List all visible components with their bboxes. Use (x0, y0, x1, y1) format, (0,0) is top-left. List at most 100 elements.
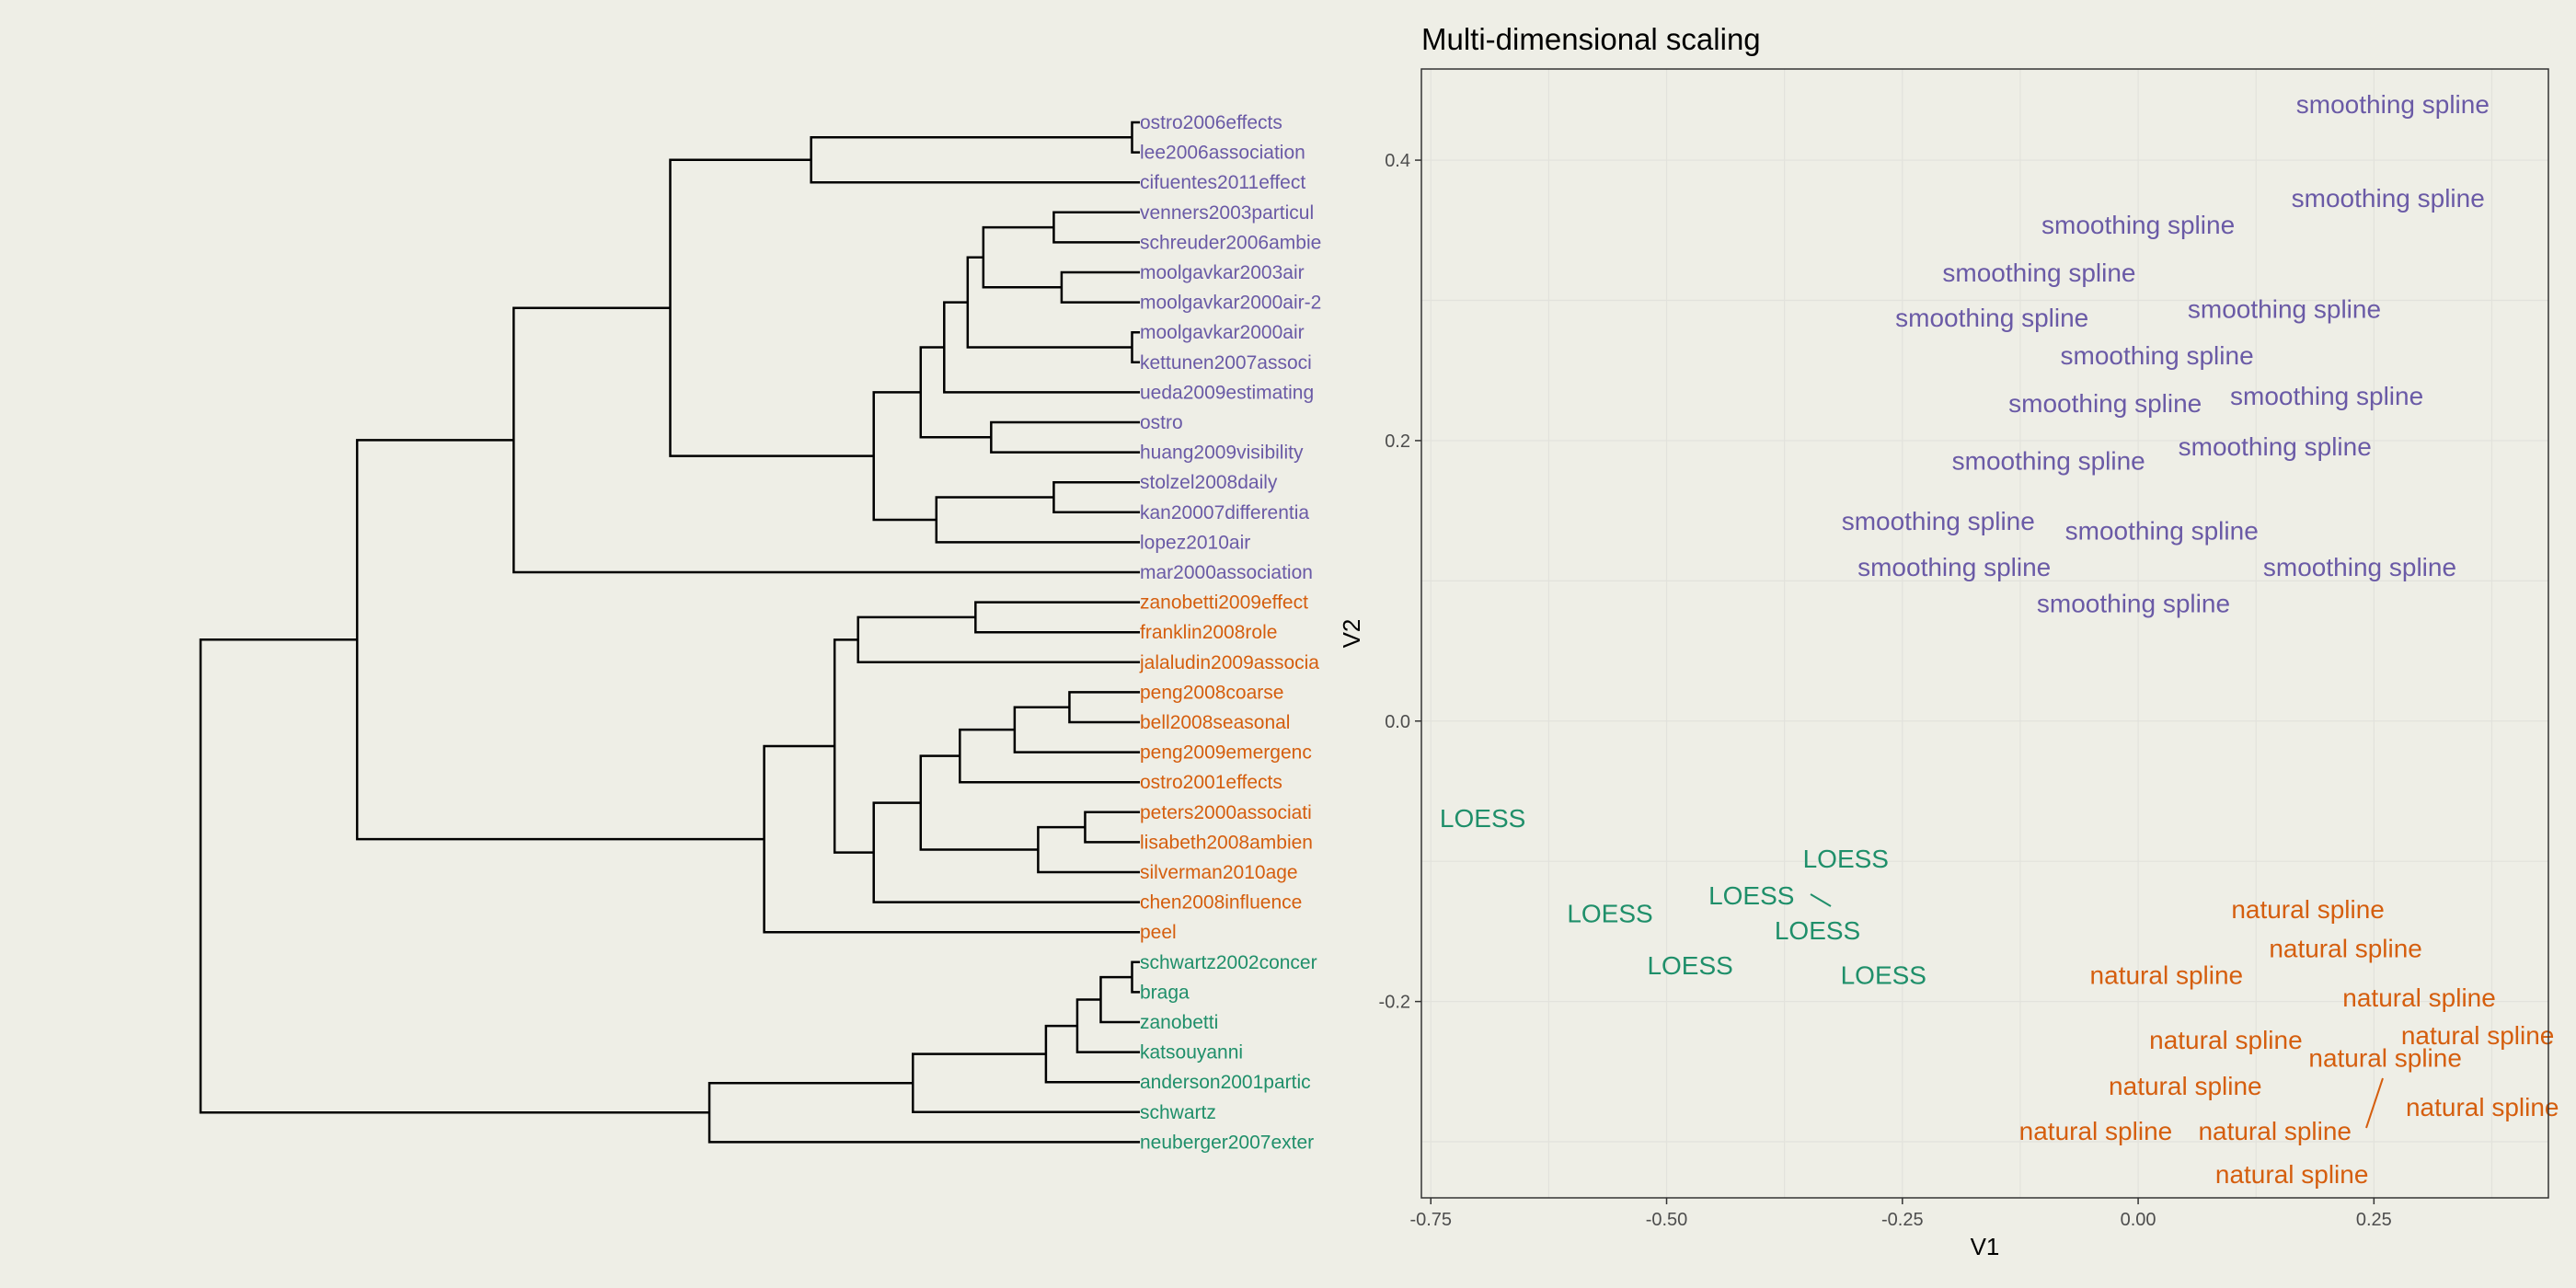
label-leader-line (2365, 1077, 2384, 1129)
dendrogram-leaf-label: lopez2010air (1140, 532, 1250, 553)
dendrogram-leaf-label: kettunen2007associ (1140, 352, 1312, 374)
dendrogram: ostro2006effects lee2006association cifuen… (199, 112, 1321, 1153)
point-label: natural spline (2231, 895, 2385, 924)
x-tick-label: -0.25 (1881, 1210, 1924, 1230)
dendrogram-leaf-label: neuberger2007exter (1140, 1132, 1314, 1153)
dendrogram-leaf-label: moolgavkar2000air-2 (1140, 293, 1321, 314)
point-label: smoothing spline (2296, 90, 2490, 119)
dendrogram-branch (959, 728, 1140, 784)
dendrogram-leaf-label: huang2009visibility (1140, 443, 1304, 464)
y-tick-label: 0.2 (1385, 431, 1410, 452)
dendrogram-leaf-label: schwartz2002concer (1140, 952, 1317, 973)
point-label: smoothing spline (1842, 507, 2035, 535)
y-tick-label: -0.2 (1379, 993, 1410, 1013)
dendrogram-leaf-label: cifuentes2011effect (1140, 172, 1305, 193)
dendrogram-branch (707, 1081, 1140, 1144)
dendrogram-branch (199, 638, 710, 1114)
dendrogram-leaf-label: ostro (1140, 412, 1183, 433)
point-label: smoothing spline (2041, 211, 2235, 239)
panel-border (1420, 68, 2549, 1199)
dendrogram-branch (919, 346, 992, 439)
dendrogram-leaf-label: peters2000associati (1140, 802, 1312, 823)
dendrogram-leaf-label: schreuder2006ambie (1140, 232, 1321, 253)
dendrogram-branch (1068, 691, 1140, 724)
point-label: natural spline (2019, 1117, 2173, 1145)
dendrogram-leaf-label: peng2009emergenc (1140, 742, 1312, 764)
point-label: LOESS (1440, 804, 1525, 833)
point-label: natural spline (2308, 1044, 2462, 1073)
dendrogram-leaf-label: jalaludin2009associa (1139, 652, 1319, 673)
grid (1421, 69, 2548, 1198)
dendrogram-leaf-label: chen2008influence (1140, 892, 1302, 914)
point-label: natural spline (2198, 1117, 2352, 1145)
chart-title: Multi-dimensional scaling (1421, 22, 1761, 56)
point-label: smoothing spline (2008, 389, 2202, 418)
dendrogram-leaf-label: zanobetti2009effect (1140, 592, 1308, 614)
y-tick-label: 0.0 (1385, 712, 1410, 732)
point-label: smoothing spline (2061, 341, 2254, 370)
dendrogram-branch (872, 391, 937, 522)
y-axis-label: V2 (1338, 619, 1365, 649)
point-label: natural spline (2090, 961, 2244, 990)
dendrogram-leaf-label: katsouyanni (1140, 1042, 1243, 1064)
dendrogram-branch (1060, 270, 1140, 304)
dendrogram-leaf-label: lisabeth2008ambien (1140, 832, 1313, 853)
dendrogram-leaf-label: kan20007differentia (1140, 502, 1309, 523)
point-label: smoothing spline (1895, 304, 2088, 332)
dendrogram-leaf-label: mar2000association (1140, 562, 1313, 583)
dendrogram-leaf-label: stolzel2008daily (1140, 472, 1278, 493)
dendrogram-branch (966, 256, 1133, 349)
point-label: natural spline (2269, 935, 2422, 963)
point-label: smoothing spline (2230, 382, 2423, 410)
point-label: smoothing spline (1857, 553, 2051, 581)
point-label: LOESS (1647, 951, 1732, 980)
dendrogram-leaf-label: lee2006association (1140, 143, 1305, 164)
point-label: natural spline (2149, 1026, 2303, 1054)
dendrogram-branch (1013, 706, 1140, 753)
axis-ticks: -0.75 -0.50 -0.25 0.00 0.25 -0.2 0.0 0.2 0.4 (1379, 151, 2392, 1230)
dendrogram-leaf-label: schwartz (1140, 1102, 1216, 1123)
dendrogram-branch (872, 801, 1140, 903)
point-label: smoothing spline (2179, 432, 2372, 461)
dendrogram-leaf-label: zanobetti (1140, 1012, 1218, 1033)
point-label: natural spline (2215, 1160, 2369, 1189)
dendrogram-leaf-label: franklin2008role (1140, 622, 1277, 643)
dendrogram-leaf-label: peel (1140, 922, 1177, 943)
point-label: smoothing spline (2037, 590, 2230, 618)
point-label: LOESS (1567, 900, 1652, 928)
dendrogram-branch (1052, 480, 1140, 514)
x-axis-label: V1 (1971, 1233, 2000, 1260)
point-label: LOESS (1841, 961, 1926, 990)
dendrogram-leaf-label: ostro2006effects (1140, 112, 1282, 133)
point-label: smoothing spline (2292, 184, 2485, 213)
point-label: smoothing spline (1952, 446, 2145, 475)
dendrogram-leaf-label: anderson2001partic (1140, 1072, 1311, 1093)
dendrogram-leaf-label: moolgavkar2000air (1140, 322, 1305, 343)
dendrogram-branch (919, 754, 1039, 851)
point-label: smoothing spline (2188, 295, 2381, 324)
dendrogram-leaf-label: venners2003particul (1140, 202, 1314, 224)
dendrogram-branch (1099, 975, 1140, 1024)
dendrogram-leaf-label: moolgavkar2003air (1140, 262, 1305, 283)
point-label: LOESS (1708, 881, 1794, 910)
dendrogram-leaf-label: ueda2009estimating (1140, 382, 1314, 403)
dendrogram-leaf-label: ostro2001effects (1140, 772, 1282, 793)
label-leader-line (1810, 893, 1832, 907)
point-label: natural spline (2406, 1093, 2559, 1121)
x-tick-label: 0.25 (2356, 1210, 2392, 1230)
x-tick-label: 0.00 (2121, 1210, 2156, 1230)
x-tick-label: -0.75 (1409, 1210, 1452, 1230)
dendrogram-leaf-label: silverman2010age (1140, 862, 1298, 883)
point-label: natural spline (2401, 1021, 2555, 1050)
point-label: smoothing spline (2263, 553, 2456, 581)
x-tick-label: -0.50 (1646, 1210, 1688, 1230)
mds-scatter-plot: Multi-dimensional scaling -0.75 -0.50 -0.2… (1338, 22, 2559, 1260)
point-label: smoothing spline (2065, 516, 2259, 545)
point-label: natural spline (2109, 1072, 2262, 1100)
dendrogram-leaf-label: braga (1140, 982, 1190, 1003)
point-label: natural spline (2342, 983, 2496, 1012)
dendrogram-leaf-label: peng2008coarse (1140, 682, 1283, 703)
y-tick-label: 0.4 (1385, 151, 1410, 171)
